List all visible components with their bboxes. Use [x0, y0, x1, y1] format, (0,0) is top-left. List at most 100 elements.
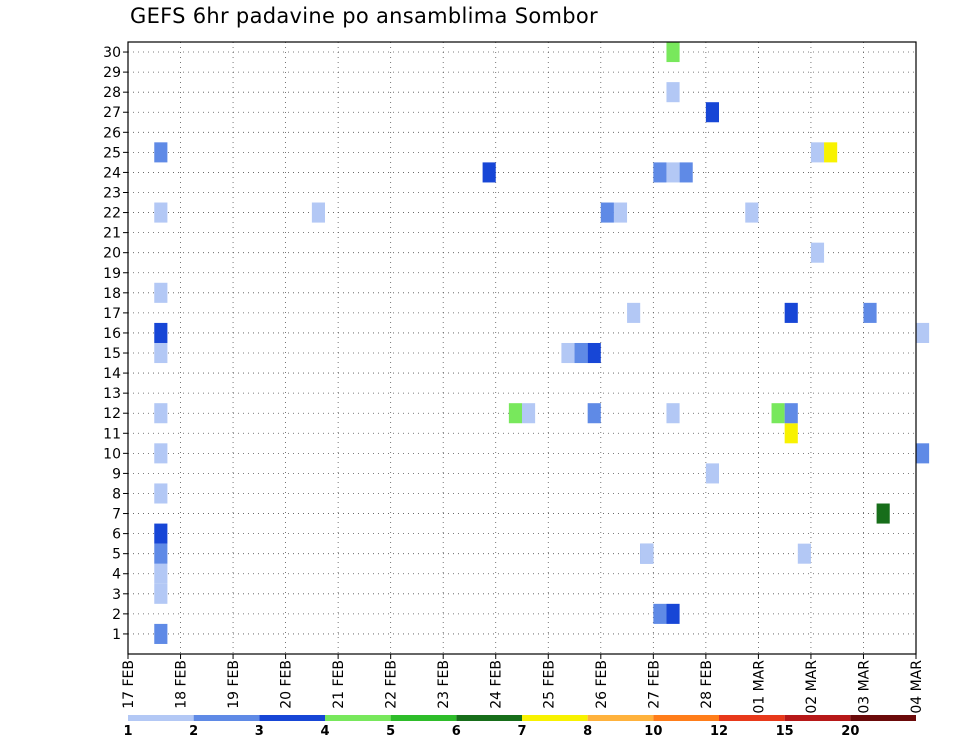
y-tick-label: 28 — [103, 85, 121, 101]
x-tick-label: 20 FEB — [279, 660, 295, 709]
legend-label: 12 — [710, 724, 728, 739]
heatmap-cell — [154, 543, 168, 564]
plot-frame — [127, 41, 917, 655]
y-tick-label: 2 — [112, 607, 121, 623]
legend-swatch — [522, 715, 588, 721]
heatmap-cell — [784, 302, 798, 323]
heatmap-cell — [653, 162, 667, 183]
y-tick-label: 25 — [103, 145, 121, 161]
heatmap-cell — [561, 342, 575, 364]
heatmap-cell — [784, 423, 798, 444]
y-axis: 1234567891011121314151617181920212223242… — [103, 45, 128, 643]
heatmap-cell — [154, 322, 168, 343]
x-tick-label: 22 FEB — [384, 660, 400, 709]
heatmap-cell — [482, 162, 496, 183]
y-tick-label: 12 — [103, 406, 121, 422]
y-tick-label: 3 — [112, 587, 121, 603]
heatmap-cell — [613, 202, 628, 223]
legend-label: 7 — [517, 724, 526, 739]
x-tick-label: 01 MAR — [751, 660, 767, 714]
legend-label: 20 — [841, 724, 859, 739]
y-tick-label: 11 — [103, 426, 121, 442]
heatmap-cell — [916, 443, 930, 464]
y-tick-label: 1 — [112, 627, 121, 643]
heatmap-cell — [810, 142, 825, 163]
legend-swatch — [587, 715, 654, 721]
heatmap-cell — [784, 403, 798, 424]
x-tick-label: 26 FEB — [594, 660, 610, 709]
heatmap-cell — [587, 342, 601, 364]
heatmap-cell — [810, 242, 825, 263]
y-tick-label: 9 — [112, 466, 121, 482]
x-tick-label: 18 FEB — [174, 660, 190, 709]
y-tick-label: 10 — [103, 446, 121, 462]
legend-label: 15 — [776, 724, 794, 739]
x-tick-label: 24 FEB — [489, 660, 505, 709]
legend-swatch — [784, 715, 851, 721]
heatmap-cell — [797, 543, 811, 564]
heatmap-cell — [587, 403, 601, 424]
heatmap-cell — [705, 102, 719, 123]
legend-label: 4 — [320, 724, 329, 739]
legend-label: 8 — [583, 724, 592, 739]
heatmap-cell — [824, 142, 838, 163]
legend-label: 5 — [386, 724, 395, 739]
heatmap-cell — [876, 503, 890, 524]
legend-swatch — [259, 715, 325, 721]
heatmap-cell — [154, 523, 168, 544]
y-tick-label: 4 — [112, 567, 121, 583]
x-tick-label: 25 FEB — [541, 660, 557, 709]
heatmap-cell — [916, 322, 930, 343]
heatmap-cell — [771, 403, 785, 424]
x-tick-label: 23 FEB — [436, 660, 452, 709]
y-tick-label: 27 — [103, 105, 121, 121]
y-tick-label: 23 — [103, 185, 121, 201]
y-tick-label: 22 — [103, 206, 121, 222]
heatmap-cell — [154, 483, 168, 504]
y-tick-label: 20 — [103, 246, 121, 262]
x-tick-label: 17 FEB — [121, 660, 137, 709]
legend-swatch — [653, 715, 719, 721]
x-tick-label: 27 FEB — [646, 660, 662, 709]
heatmap-cell — [627, 302, 641, 323]
x-tick-label: 04 MAR — [909, 660, 925, 714]
heatmap-cell — [154, 142, 168, 163]
y-tick-label: 5 — [112, 547, 121, 563]
heatmap-cell — [863, 302, 877, 323]
heatmap-cell — [154, 623, 168, 644]
heatmap-cell — [574, 342, 588, 364]
heatmap-cell — [653, 603, 667, 624]
heatmap-cell — [154, 282, 168, 303]
y-tick-label: 29 — [103, 65, 121, 81]
y-tick-label: 30 — [103, 45, 121, 61]
heatmap-cell — [666, 403, 680, 424]
heatmap-cell — [666, 162, 680, 183]
y-tick-label: 14 — [103, 366, 121, 382]
legend-label: 1 — [123, 724, 132, 739]
heatmap-cell — [705, 463, 719, 484]
x-axis: 17 FEB 18 FEB 19 FEB 20 FEB 21 FEB 22 FEB 23 F… — [121, 654, 925, 714]
heatmap-cell — [522, 403, 536, 424]
heatmap-cell — [666, 82, 680, 103]
y-tick-label: 13 — [103, 386, 121, 402]
color-legend: 1 2 3 4 5 6 7 8 10 12 15 20 — [123, 715, 916, 739]
y-tick-label: 6 — [112, 527, 121, 543]
heatmap-cell — [154, 443, 168, 464]
heatmap-cell — [311, 202, 325, 223]
legend-swatch — [456, 715, 522, 721]
legend-swatch — [193, 715, 260, 721]
y-tick-label: 16 — [103, 326, 121, 342]
heatmap-cell — [154, 403, 168, 424]
legend-label: 6 — [452, 724, 461, 739]
heatmap-cell — [679, 162, 693, 183]
legend-swatch — [128, 715, 194, 721]
y-tick-label: 18 — [103, 286, 121, 302]
legend-swatch — [850, 715, 916, 721]
x-tick-label: 19 FEB — [226, 660, 242, 709]
heatmap-cell — [154, 202, 168, 223]
x-tick-label: 03 MAR — [856, 660, 872, 714]
legend-label: 3 — [255, 724, 264, 739]
legend-label: 2 — [189, 724, 198, 739]
x-tick-label: 02 MAR — [804, 660, 820, 714]
